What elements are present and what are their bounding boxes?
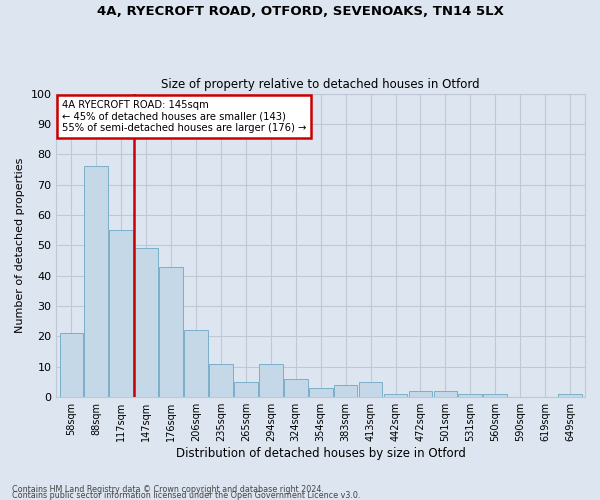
Text: Contains HM Land Registry data © Crown copyright and database right 2024.: Contains HM Land Registry data © Crown c… [12, 484, 324, 494]
Bar [334, 385, 358, 397]
Bar [458, 394, 482, 397]
Bar [284, 379, 308, 397]
Bar [309, 388, 332, 397]
Text: 4A RYECROFT ROAD: 145sqm
← 45% of detached houses are smaller (143)
55% of semi-: 4A RYECROFT ROAD: 145sqm ← 45% of detach… [62, 100, 306, 133]
Bar [184, 330, 208, 397]
Bar [209, 364, 233, 397]
Bar [134, 248, 158, 397]
Bar [383, 394, 407, 397]
Bar [109, 230, 133, 397]
Bar [359, 382, 382, 397]
Text: Contains public sector information licensed under the Open Government Licence v3: Contains public sector information licen… [12, 490, 361, 500]
Bar [234, 382, 258, 397]
Y-axis label: Number of detached properties: Number of detached properties [15, 158, 25, 333]
Title: Size of property relative to detached houses in Otford: Size of property relative to detached ho… [161, 78, 480, 91]
Bar [434, 391, 457, 397]
Bar [59, 334, 83, 397]
Bar [259, 364, 283, 397]
Bar [409, 391, 432, 397]
Bar [159, 266, 183, 397]
Bar [85, 166, 108, 397]
Bar [558, 394, 582, 397]
Text: 4A, RYECROFT ROAD, OTFORD, SEVENOAKS, TN14 5LX: 4A, RYECROFT ROAD, OTFORD, SEVENOAKS, TN… [97, 5, 503, 18]
Bar [484, 394, 507, 397]
X-axis label: Distribution of detached houses by size in Otford: Distribution of detached houses by size … [176, 447, 466, 460]
